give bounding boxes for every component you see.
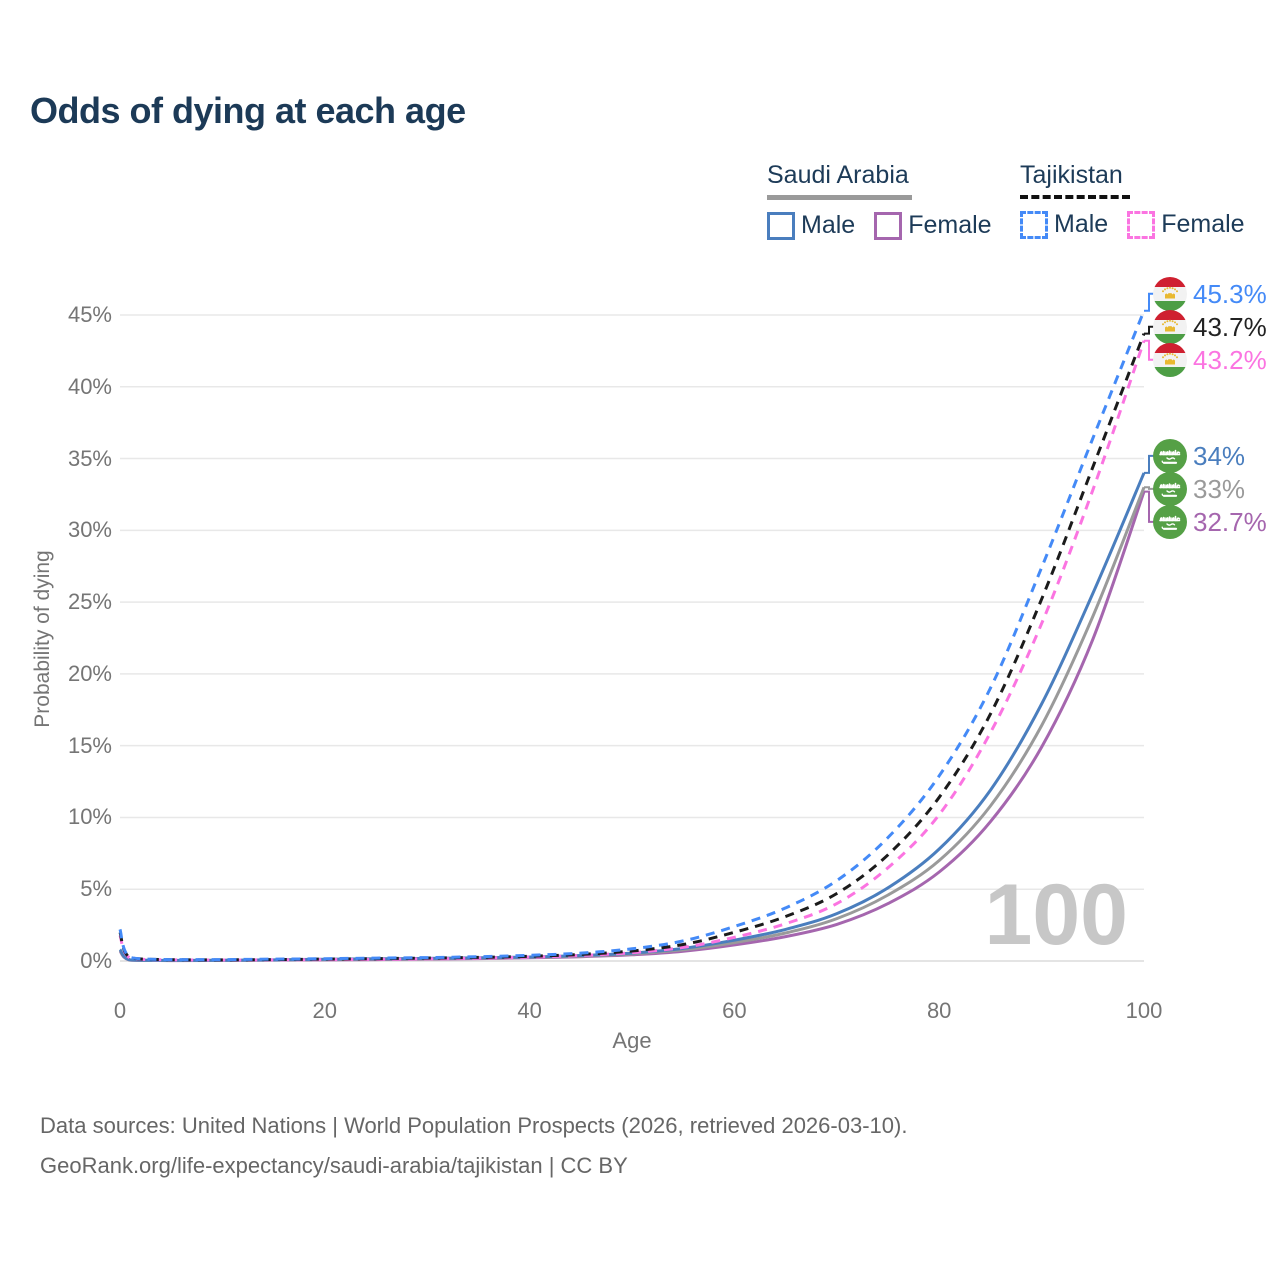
end-label-leader	[1144, 339, 1154, 361]
attribution-line: GeoRank.org/life-expectancy/saudi-arabia…	[40, 1153, 628, 1178]
legend-item-label: Female	[1161, 210, 1245, 238]
series-line-tajikistan-female	[118, 340, 1146, 962]
end-label-tajikistan-male: 45.3%	[1153, 276, 1267, 311]
dashed-line-swatch	[1020, 195, 1130, 199]
legend-item-tajikistan-female[interactable]: Female	[1127, 210, 1245, 239]
data-sources-line: Data sources: United Nations | World Pop…	[40, 1113, 908, 1138]
tajikistan-female-swatch	[1127, 210, 1156, 239]
y-tick-label: 40%	[67, 373, 112, 399]
y-tick-label: 0%	[80, 948, 112, 973]
legend-group-tajikistan: Tajikistan Male Female	[1020, 161, 1264, 239]
end-label-value: 43.7%	[1193, 311, 1267, 342]
legend-item-saudi-female[interactable]: Female	[874, 211, 992, 240]
end-label-saudi-arabia-both-sexes: 33%	[1153, 471, 1246, 506]
end-label-value: 33%	[1193, 473, 1246, 504]
y-tick-label: 10%	[67, 804, 112, 830]
y-tick-label: 5%	[80, 876, 112, 902]
legend-item-tajikistan-male[interactable]: Male	[1020, 210, 1108, 239]
legend-item-label: Female	[908, 211, 992, 239]
y-tick-label: 45%	[67, 301, 112, 327]
end-label-value: 32.7%	[1193, 506, 1267, 537]
legend-country-label: Saudi Arabia	[767, 161, 909, 189]
legend-country-label: Tajikistan	[1020, 161, 1123, 189]
x-tick-label: 0	[113, 998, 127, 1023]
saudi-arabia-flag-icon	[1153, 438, 1187, 473]
x-tick-label: 20	[312, 998, 338, 1023]
chart-title: Odds of dying at each age	[30, 90, 466, 131]
footer: Data sources: United Nations | World Pop…	[40, 1106, 907, 1186]
end-label-leader	[1144, 490, 1154, 523]
end-label-leader	[1144, 292, 1154, 312]
end-label-value: 34%	[1193, 440, 1246, 471]
end-label-tajikistan-both-sexes: 43.7%	[1153, 309, 1267, 344]
end-label-saudi-arabia-female: 32.7%	[1153, 504, 1267, 539]
saudi-male-swatch	[767, 211, 795, 240]
tajikistan-flag-icon	[1153, 276, 1187, 311]
y-tick-label: 25%	[67, 589, 112, 615]
end-label-tajikistan-female: 43.2%	[1153, 342, 1267, 377]
y-tick-label: 35%	[67, 445, 112, 471]
tajikistan-flag-icon	[1153, 342, 1187, 377]
y-axis-title: Probability of dying	[31, 550, 54, 728]
end-label-leader	[1144, 486, 1154, 490]
tajikistan-flag-icon	[1153, 309, 1187, 344]
legend-group-saudi-arabia: Saudi Arabia Male Female	[767, 161, 1011, 240]
end-label-leader	[1144, 454, 1154, 474]
x-tick-label: 60	[722, 998, 747, 1023]
x-tick-label: 100	[1125, 998, 1163, 1023]
end-label-leader	[1144, 325, 1154, 335]
end-label-value: 43.2%	[1193, 344, 1267, 375]
series-line-tajikistan-male	[118, 310, 1146, 962]
saudi-arabia-flag-icon	[1153, 471, 1187, 506]
legend-item-saudi-male[interactable]: Male	[767, 211, 855, 240]
saudi-arabia-flag-icon	[1153, 504, 1187, 539]
legend-item-label: Male	[801, 211, 856, 239]
saudi-female-swatch	[874, 211, 903, 240]
x-axis-title: Age	[612, 1028, 652, 1053]
x-tick-label: 40	[517, 998, 542, 1023]
age-watermark: 100	[984, 867, 1129, 963]
tajikistan-male-swatch	[1020, 210, 1048, 239]
y-tick-label: 15%	[67, 732, 112, 758]
series-line-tajikistan-both-sexes	[118, 333, 1146, 962]
end-label-saudi-arabia-male: 34%	[1153, 438, 1246, 473]
y-tick-label: 30%	[67, 517, 112, 543]
x-tick-label: 80	[926, 998, 952, 1023]
solid-line-swatch	[767, 195, 912, 200]
y-tick-label: 20%	[67, 660, 112, 686]
end-label-value: 45.3%	[1193, 278, 1267, 309]
legend-item-label: Male	[1054, 210, 1109, 238]
